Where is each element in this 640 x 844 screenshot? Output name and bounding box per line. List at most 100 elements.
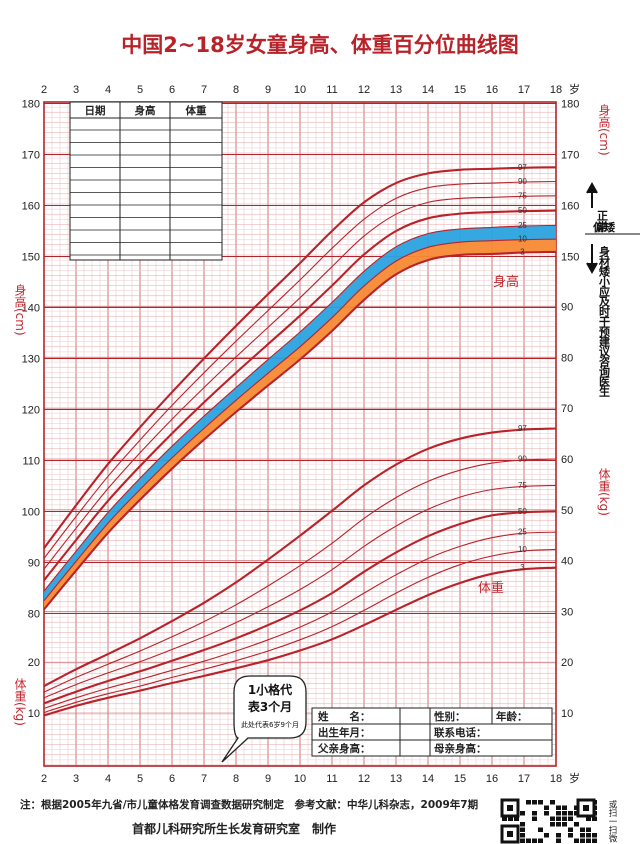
age-tick-top-17: 17 (518, 84, 530, 96)
advice-label: 身材矮小应及时干预建议咨询医生 (598, 245, 612, 398)
age-tick-bottom-6: 6 (169, 773, 175, 785)
height-curve-p97 (43, 166, 557, 549)
weight-curve-p25 (43, 531, 557, 709)
record-header-weight: 体重 (186, 104, 207, 117)
height-axis-left-label: 身高(cm) (13, 283, 27, 336)
height-tick-left-180: 180 (22, 99, 40, 111)
age-tick-bottom-9: 9 (265, 773, 271, 785)
height-tick-right-150: 150 (561, 252, 579, 264)
weight-tick-right-40: 40 (561, 556, 573, 568)
height-curve-p3 (43, 250, 557, 611)
age-tick-bottom-13: 13 (390, 773, 402, 785)
chart-grid (43, 101, 557, 767)
height-curve-p10 (43, 238, 557, 602)
normal-label: 正常 (596, 210, 609, 233)
percentile-curves: 3 10 25 50 75 90 97 3 10 25 50 75 90 97 (43, 163, 557, 717)
height-tick-right-160: 160 (561, 201, 579, 213)
short-label: 偏矮 (593, 220, 616, 234)
age-tick-top-7: 7 (201, 84, 207, 96)
age-tick-top-18: 18 (550, 84, 562, 96)
height-tick-left-100: 100 (22, 507, 40, 519)
height-curve-p50 (43, 209, 557, 581)
height-pct-label-90: 90 (518, 177, 527, 186)
age-tick-bottom-4: 4 (105, 773, 111, 785)
height-tick-left-110: 110 (22, 456, 40, 468)
weight-tick-left-10: 10 (28, 708, 40, 720)
weight-tick-right-60: 60 (561, 454, 573, 466)
age-tick-bottom-2: 2 (41, 773, 47, 785)
callout-line1: 1小格代 (248, 682, 292, 697)
weight-pct-label-25: 25 (518, 528, 527, 537)
weight-axis-left-label: 体重(kg) (13, 678, 27, 726)
age-tick-top-3: 3 (73, 84, 79, 96)
qr-side-text: 或扫一扫微 (607, 799, 617, 843)
height-tick-left-160: 160 (22, 201, 40, 213)
age-tick-top-4: 4 (105, 84, 111, 96)
callout-line2: 表3个月 (247, 699, 292, 714)
weight-axis-right-label: 体重(kg) (597, 468, 611, 516)
age-tick-top-14: 14 (422, 84, 434, 96)
height-pct-label-50: 50 (518, 206, 527, 215)
footer-maker: 首都儿科研究所生长发育研究室 制作 (132, 821, 336, 836)
age-tick-top-8: 8 (233, 84, 239, 96)
weight-curve-p10 (43, 548, 557, 714)
height-tick-right-180: 180 (561, 99, 579, 111)
age-unit-top: 岁 (569, 82, 580, 96)
age-tick-bottom-8: 8 (233, 773, 239, 785)
weight-curve-label: 体重 (478, 580, 504, 596)
height-curve-p25 (43, 224, 557, 592)
height-tick-left-140: 140 (22, 303, 40, 315)
weight-pct-label-50: 50 (518, 507, 527, 516)
weight-tick-right-90: 90 (561, 302, 573, 314)
footer-note: 注：根据2005年九省/市儿童体格发育调查数据研究制定 参考文献：中华儿科杂志，… (20, 798, 478, 811)
weight-pct-label-97: 97 (518, 424, 527, 433)
chart-overlay: 日期 身高 体重 姓 名： 性别： 年龄： 出生年月： 联系电话： 父亲身高： … (13, 101, 640, 844)
age-tick-bottom-16: 16 (486, 773, 498, 785)
age-tick-top-2: 2 (41, 84, 47, 96)
height-pct-label-25: 25 (518, 221, 527, 230)
height-tick-left-120: 120 (22, 405, 40, 417)
height-tick-left-130: 130 (22, 354, 40, 366)
age-tick-bottom-11: 11 (326, 773, 337, 785)
age-tick-bottom-7: 7 (201, 773, 207, 785)
age-tick-bottom-12: 12 (358, 773, 370, 785)
height-pct-label-97: 97 (518, 163, 527, 172)
age-tick-top-9: 9 (265, 84, 271, 96)
age-tick-top-15: 15 (454, 84, 466, 96)
grid-scale-callout: 1小格代 表3个月 此处代表6岁9个月 (221, 675, 307, 763)
weight-tick-right-30: 30 (561, 606, 573, 618)
age-tick-top-10: 10 (294, 84, 306, 96)
height-curve-p90 (43, 180, 557, 559)
height-curve-label: 身高 (493, 274, 519, 290)
weight-tick-left-20: 20 (28, 657, 40, 669)
age-tick-bottom-5: 5 (137, 773, 143, 785)
info-table: 姓 名： 性别： 年龄： 出生年月： 联系电话： 父亲身高： 母亲身高： (311, 707, 553, 757)
weight-tick-right-50: 50 (561, 505, 573, 517)
weight-tick-right-70: 70 (561, 403, 573, 415)
age-tick-bottom-14: 14 (422, 773, 434, 785)
plot-frame (43, 101, 557, 767)
weight-pct-label-90: 90 (518, 455, 527, 464)
age-tick-bottom-10: 10 (294, 773, 306, 785)
weight-tick-right-20: 20 (561, 657, 573, 669)
weight-tick-right-80: 80 (561, 352, 573, 364)
weight-pct-label-10: 10 (518, 545, 527, 554)
info-name: 姓 名： (318, 710, 371, 723)
info-father: 父亲身高： (317, 742, 371, 755)
age-tick-top-12: 12 (358, 84, 370, 96)
age-tick-bottom-3: 3 (73, 773, 79, 785)
height-pct-label-75: 75 (518, 191, 527, 200)
age-tick-top-5: 5 (137, 84, 143, 96)
weight-pct-label-75: 75 (518, 481, 527, 490)
chart-axes: 2 2 3 3 4 4 5 5 6 6 7 7 8 8 9 9 10 10 11 11 12 12 13 13 14 14 15 15… (22, 82, 580, 785)
weight-curve-p97 (43, 427, 557, 688)
height-tick-left-90: 90 (28, 558, 40, 570)
info-birth: 出生年月： (318, 726, 371, 739)
record-header-height: 身高 (135, 104, 156, 117)
weight-curve-p3 (43, 566, 557, 717)
height-advice: 正常 偏矮 身材矮小应及时干预建议咨询医生 (585, 181, 640, 398)
info-age: 年龄： (496, 710, 528, 723)
record-header-date: 日期 (85, 104, 106, 117)
height-tick-left-150: 150 (22, 252, 40, 264)
